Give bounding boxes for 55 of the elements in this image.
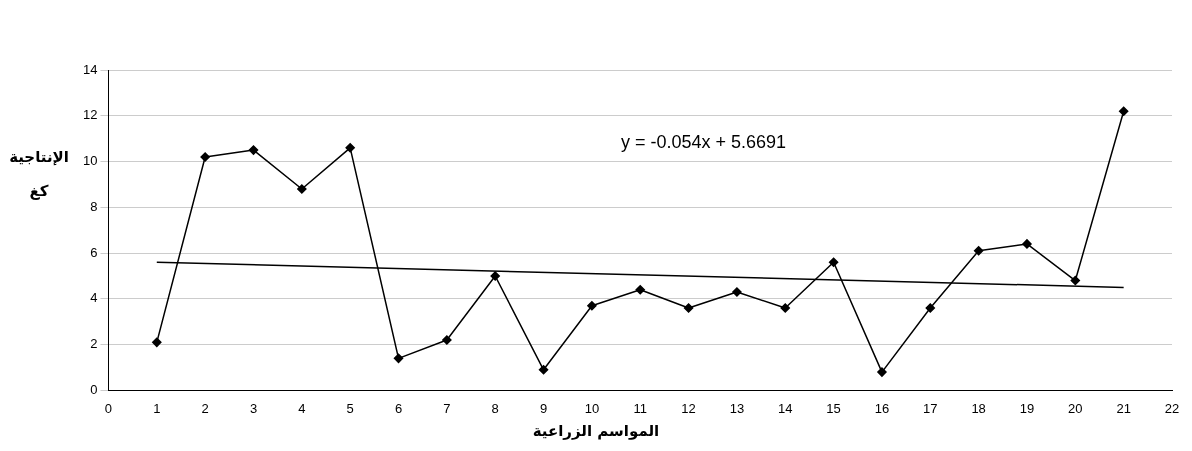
point — [973, 246, 984, 256]
x-tick-label: 12 — [681, 400, 696, 416]
x-tick-label: 10 — [584, 400, 600, 416]
x-tick-label: 11 — [633, 400, 647, 416]
x-tick-label: 2 — [201, 400, 209, 416]
x-tick-label: 7 — [443, 400, 451, 416]
point — [1022, 239, 1032, 249]
x-tick-label: 17 — [923, 400, 938, 416]
x-tick-label: 13 — [729, 400, 745, 416]
x-axis-title: المواسم الزراعية — [531, 422, 661, 440]
point — [1118, 106, 1129, 116]
y-tick-label: 2 — [90, 336, 98, 352]
x-tick-label: 22 — [1164, 400, 1180, 416]
x-tick-label: 18 — [971, 400, 986, 416]
x-tick-label: 19 — [1019, 400, 1035, 416]
y-tick-label: 10 — [82, 153, 98, 169]
point — [393, 353, 404, 364]
x-tick-label: 14 — [778, 400, 793, 416]
point — [490, 271, 500, 281]
point — [780, 303, 791, 313]
x-tick-label: 0 — [104, 400, 113, 416]
y-axis-title: الإنتاجية كغ — [8, 147, 70, 202]
point — [538, 365, 549, 375]
x-tick-label: 4 — [298, 400, 306, 416]
y-tick-label: 8 — [90, 198, 98, 214]
point — [828, 257, 839, 267]
point — [635, 284, 645, 295]
x-tick-label: 20 — [1068, 400, 1083, 416]
x-tick-label: 5 — [346, 400, 354, 416]
y-tick-label: 4 — [90, 290, 98, 306]
y-tick-label: 0 — [90, 381, 98, 397]
point — [345, 143, 355, 153]
x-tick-label: 15 — [826, 400, 841, 416]
x-tick-label: 3 — [249, 400, 258, 416]
x-tick-label: 16 — [874, 400, 890, 416]
point — [152, 337, 162, 348]
annotation: y = -0.054x + 5.6691 — [620, 131, 787, 152]
x-tick-label: 8 — [491, 400, 499, 416]
x-tick-label: 6 — [394, 400, 403, 416]
point — [442, 335, 452, 345]
point — [297, 184, 307, 194]
x-tick-label: 9 — [539, 400, 548, 416]
y-tick-label: 12 — [82, 107, 98, 123]
y-tick-label: 6 — [90, 244, 98, 260]
point — [248, 145, 259, 155]
point — [683, 303, 694, 313]
point — [1070, 275, 1081, 286]
x-tick-label: 1 — [153, 400, 161, 416]
point — [925, 303, 936, 313]
point — [200, 152, 210, 162]
x-tick-label: 21 — [1116, 400, 1131, 416]
point — [587, 300, 597, 311]
point — [732, 287, 742, 297]
y-tick-label: 14 — [82, 61, 98, 77]
point — [877, 367, 887, 377]
